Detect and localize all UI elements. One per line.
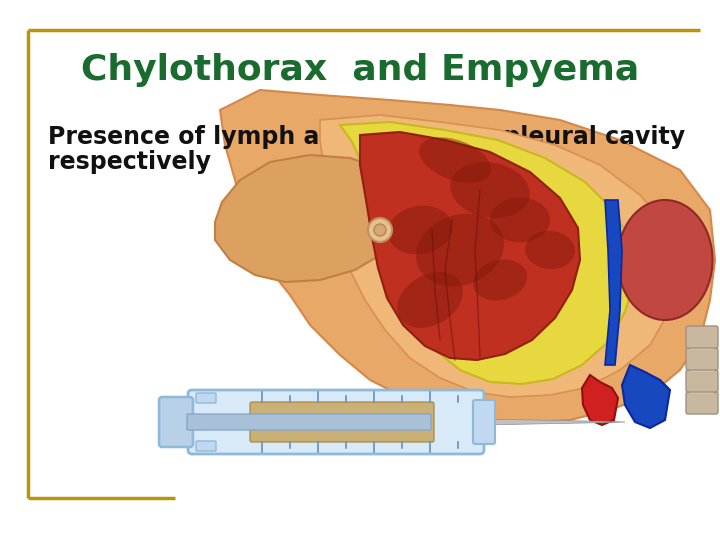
Ellipse shape xyxy=(473,259,527,301)
FancyBboxPatch shape xyxy=(690,368,714,372)
Polygon shape xyxy=(582,375,618,425)
Ellipse shape xyxy=(388,206,452,254)
FancyBboxPatch shape xyxy=(196,441,216,451)
Text: Presence of lymph and pus in the pleural cavity: Presence of lymph and pus in the pleural… xyxy=(48,125,685,149)
FancyBboxPatch shape xyxy=(686,326,718,348)
Polygon shape xyxy=(480,419,610,425)
FancyBboxPatch shape xyxy=(187,414,431,430)
Ellipse shape xyxy=(618,200,713,320)
FancyBboxPatch shape xyxy=(196,393,216,403)
FancyBboxPatch shape xyxy=(250,402,434,442)
Ellipse shape xyxy=(490,198,550,242)
Polygon shape xyxy=(360,132,580,360)
Polygon shape xyxy=(605,200,622,365)
Ellipse shape xyxy=(397,272,463,328)
FancyBboxPatch shape xyxy=(686,392,718,414)
Text: Chylothorax  and Empyema: Chylothorax and Empyema xyxy=(81,53,639,87)
Polygon shape xyxy=(622,365,670,428)
Circle shape xyxy=(368,218,392,242)
FancyBboxPatch shape xyxy=(686,370,718,392)
Ellipse shape xyxy=(525,231,575,269)
Ellipse shape xyxy=(416,214,504,286)
Ellipse shape xyxy=(419,137,491,183)
FancyBboxPatch shape xyxy=(473,400,495,444)
Polygon shape xyxy=(220,90,715,422)
Text: respectively: respectively xyxy=(48,150,211,174)
Polygon shape xyxy=(320,115,680,397)
FancyBboxPatch shape xyxy=(188,390,484,454)
Polygon shape xyxy=(215,155,400,282)
FancyBboxPatch shape xyxy=(686,348,718,370)
Polygon shape xyxy=(340,122,635,384)
FancyBboxPatch shape xyxy=(690,346,714,350)
Ellipse shape xyxy=(450,162,530,218)
FancyBboxPatch shape xyxy=(159,397,193,447)
FancyBboxPatch shape xyxy=(690,390,714,394)
Circle shape xyxy=(374,224,386,236)
